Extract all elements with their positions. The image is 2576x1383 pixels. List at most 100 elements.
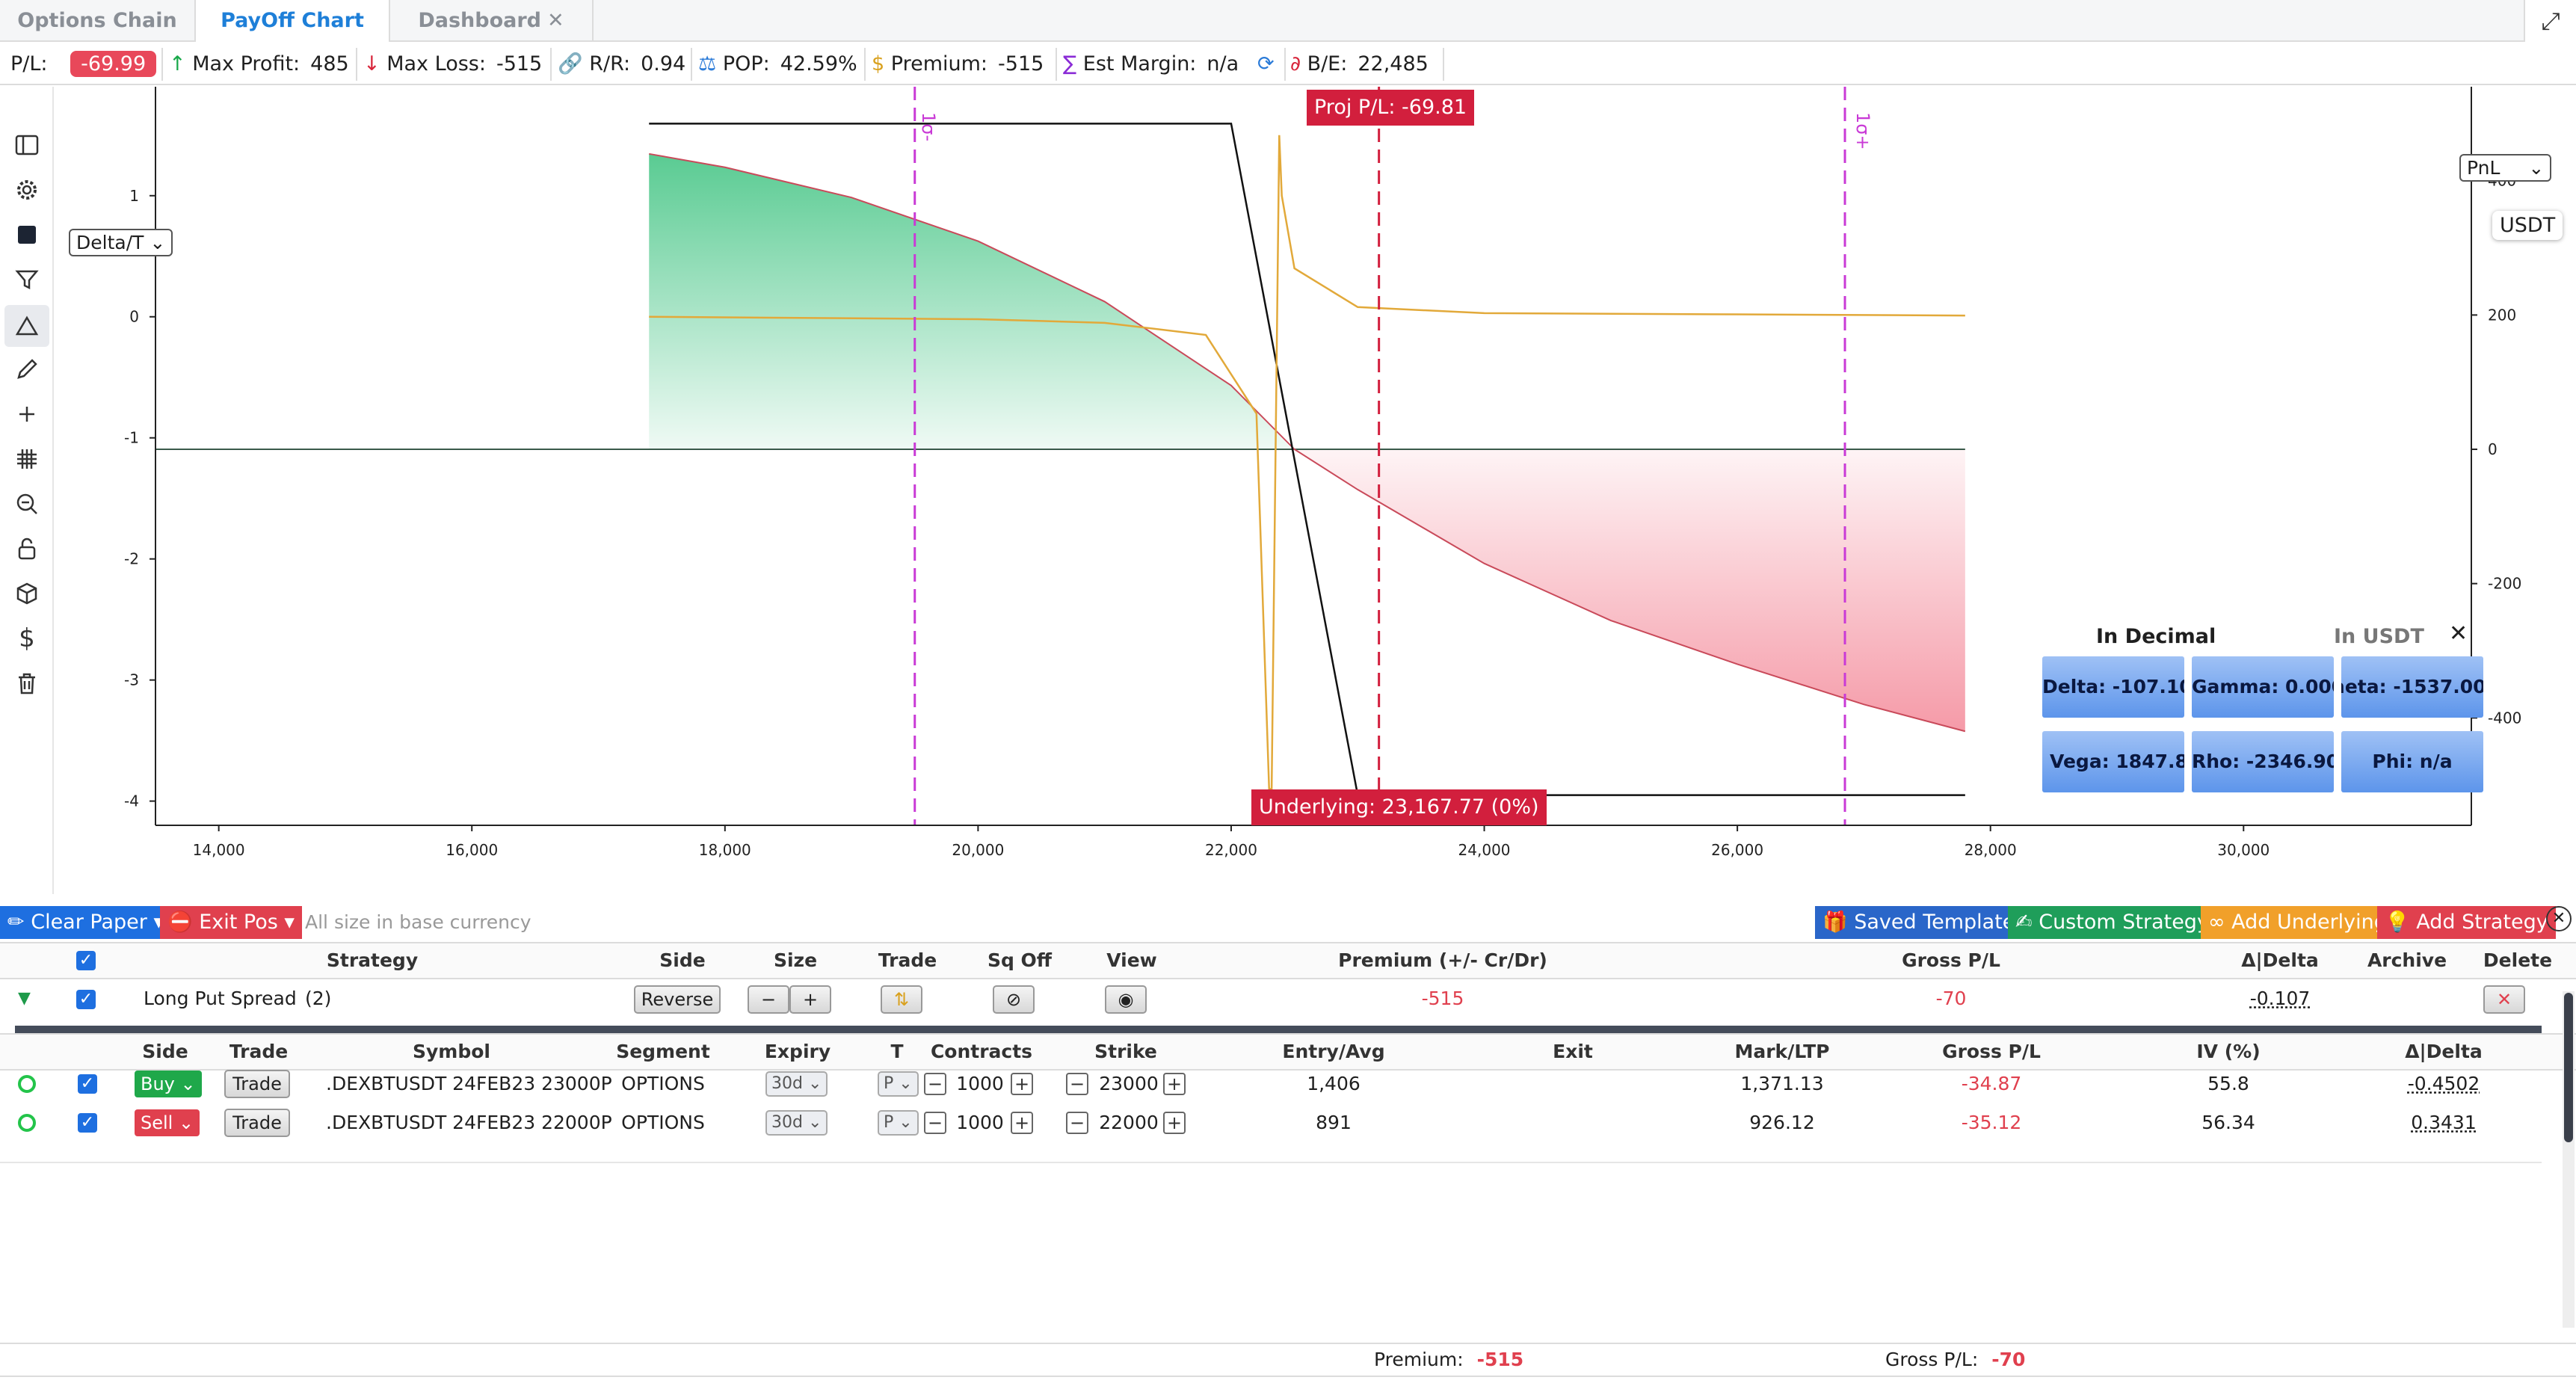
filter-icon[interactable] [10,263,43,296]
leg-side-select[interactable]: Sell ⌄ [135,1109,200,1136]
gear-icon[interactable] [10,173,43,206]
x-tick-label: 14,000 [193,841,245,859]
pencil-icon: ✏ [7,911,25,934]
cube-icon[interactable] [10,577,43,610]
scrollbar-track[interactable] [2563,991,2575,1328]
pencil-icon: ✍ [2015,911,2033,934]
saved-templates-button[interactable]: 🎁 Saved Templates [1815,906,2033,939]
size-note: All size in base currency [305,911,531,933]
leg-type-select[interactable]: P ⌄ [878,1110,919,1136]
leg-checkbox[interactable]: ✓ [78,1074,97,1094]
grid-icon[interactable] [10,443,43,475]
strike-decrease-button[interactable]: − [1066,1112,1088,1134]
add-strategy-button[interactable]: 💡 Add Strategy [2377,906,2556,939]
leg-side-select[interactable]: Buy ⌄ [135,1071,202,1097]
tab-payoff-chart[interactable]: PayOff Chart [196,0,390,42]
sigma-plus-label: 1σ+ [1852,112,1873,150]
projected-pnl-line [649,153,1966,733]
x-tick-label: 18,000 [699,841,751,859]
pop-stat: ⚖ POP: 42.59% [698,52,857,76]
leg-symbol: .DEXBTUSDT 24FEB23 22000P [326,1112,612,1133]
clear-paper-button[interactable]: ✏ Clear Paper ▾ [0,906,172,939]
exit-pos-button[interactable]: ⛔ Exit Pos ▾ [160,906,302,939]
leg-iv: 55.8 [2207,1073,2249,1094]
select-all-checkbox[interactable]: ✓ [76,951,96,970]
tab-options-chain[interactable]: Options Chain [0,0,196,42]
size-increase-button[interactable]: + [789,985,831,1014]
contracts-increase-button[interactable]: + [1011,1112,1033,1134]
unlock-icon[interactable] [10,532,43,565]
greek-theta: Theta: -1537.000 [2341,656,2483,718]
max-loss-stat: ↓ Max Loss: -515 [363,52,543,76]
arrow-down-icon: ↓ [363,52,380,76]
leg-contracts[interactable]: 1000 [956,1073,1004,1094]
leg-checkbox[interactable]: ✓ [78,1113,97,1133]
trash-icon[interactable] [10,667,43,700]
sigma-minus-label: 1σ- [918,112,939,142]
reverse-button[interactable]: Reverse [634,985,721,1014]
expand-row-icon[interactable]: ▼ [18,989,31,1008]
plus-icon[interactable] [10,398,43,431]
strike-increase-button[interactable]: + [1163,1112,1186,1134]
leg-type-select[interactable]: P ⌄ [878,1071,919,1097]
strategy-gross-pl: -70 [1935,988,1967,1009]
leg-trade-button[interactable]: Trade [224,1070,290,1098]
close-icon[interactable]: ✕ [547,9,564,32]
refresh-icon[interactable]: ⟳ [1257,52,1275,76]
underlying-label: Underlying: 23,167.77 (0%) [1251,789,1547,825]
loss-area [1292,449,1965,732]
x-tick-label: 26,000 [1711,841,1763,859]
leg-expiry-select[interactable]: 30d ⌄ [765,1110,828,1136]
greeks-header-decimal: In Decimal [2096,625,2216,648]
greeks-header-usdt[interactable]: In USDT [2334,625,2424,648]
contracts-decrease-button[interactable]: − [924,1073,946,1095]
scrollbar-thumb[interactable] [2564,993,2573,1142]
x-tick-label: 30,000 [2217,841,2270,859]
strategy-checkbox[interactable]: ✓ [76,990,96,1009]
strategy-delta: -0.107 [2249,988,2311,1009]
x-tick-label: 24,000 [1458,841,1511,859]
dollar-icon: $ [872,52,885,76]
leg-contracts[interactable]: 1000 [956,1112,1004,1133]
strike-decrease-button[interactable]: − [1066,1073,1088,1095]
expand-icon[interactable]: ⤢ [2524,0,2576,42]
leg-expiry-select[interactable]: 30d ⌄ [765,1071,828,1097]
square-off-icon[interactable]: ⊘ [993,985,1035,1014]
strategy-name: Long Put Spread [144,988,297,1009]
close-icon[interactable]: ✕ [2546,906,2572,931]
add-underlying-button[interactable]: ∞ Add Underlying [2201,906,2394,939]
triangle-icon[interactable] [4,305,49,347]
strike-increase-button[interactable]: + [1163,1073,1186,1095]
expiry-payoff-line [649,123,1965,796]
contracts-decrease-button[interactable]: − [924,1112,946,1134]
left-axis-selector[interactable]: Delta/T ⌄ [69,229,173,256]
arrow-up-icon: ↑ [169,52,186,76]
zoom-out-icon[interactable] [10,487,43,520]
leg-delta: 0.3431 [2411,1112,2477,1133]
size-decrease-button[interactable]: − [748,985,789,1014]
square-icon[interactable] [10,218,43,251]
dollar-icon[interactable]: $ [19,623,35,653]
pencil-icon[interactable] [10,353,43,386]
delete-strategy-icon[interactable]: ✕ [2483,985,2525,1014]
profit-area [649,153,1293,450]
chart-toolbar: $ [0,87,54,894]
left-tick-label: 0 [129,308,139,326]
leg-row: ✓ Sell ⌄ Trade .DEXBTUSDT 24FEB23 22000P… [0,1103,2542,1142]
x-tick-label: 28,000 [1965,841,2017,859]
tab-dashboard[interactable]: Dashboard ✕ [390,0,594,42]
sidebar-toggle-icon[interactable] [10,129,43,161]
trade-arrows-icon[interactable]: ⇅ [881,985,922,1014]
strategy-premium: -515 [1421,988,1464,1009]
custom-strategy-button[interactable]: ✍ Custom Strategy [2008,906,2216,939]
leg-trade-button[interactable]: Trade [224,1109,290,1137]
leg-gross-pl: -34.87 [1961,1073,2022,1094]
payoff-chart[interactable]: 14,000 16,000 18,000 20,000 22,000 24,000 26,0… [55,87,2576,902]
right-axis-selector[interactable]: PnL ⌄ [2459,154,2552,182]
leg-strike[interactable]: 22000 [1099,1112,1159,1133]
close-icon[interactable]: ✕ [2449,620,2468,647]
contracts-increase-button[interactable]: + [1011,1073,1033,1095]
legs-divider [15,1026,2542,1033]
leg-strike[interactable]: 23000 [1099,1073,1159,1094]
eye-icon[interactable]: ◉ [1105,985,1147,1014]
